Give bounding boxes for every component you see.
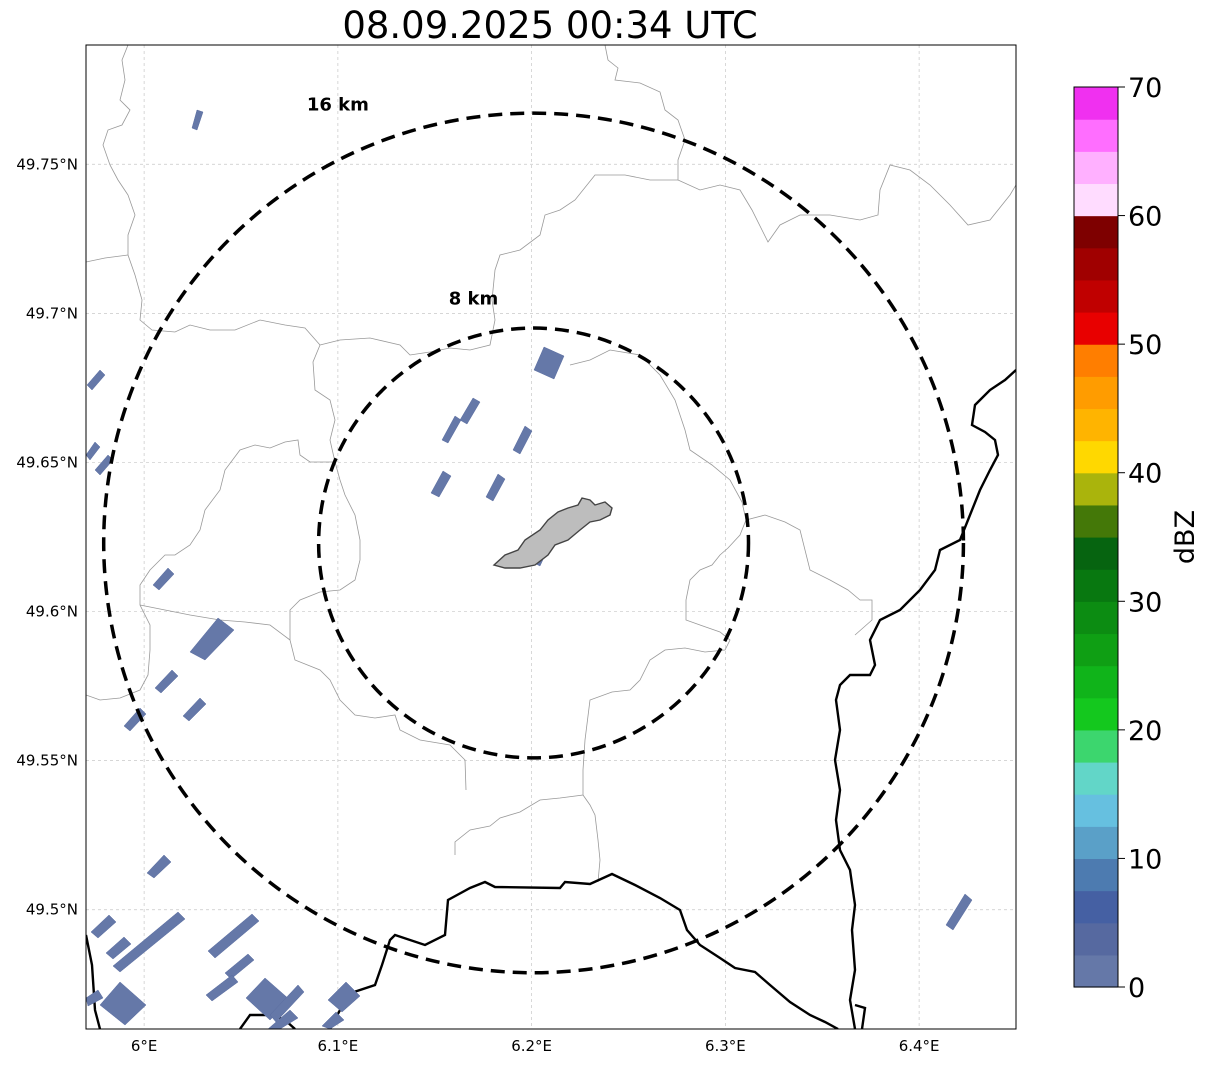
lon-tick-label: 6.4°E [899, 1037, 940, 1055]
colorbar-segment [1074, 697, 1118, 731]
colorbar-tick-label: 20 [1128, 716, 1162, 747]
colorbar-segment [1074, 344, 1118, 377]
colorbar-segment [1074, 794, 1118, 827]
commune-boundaries [86, 45, 1016, 883]
colorbar-segment [1074, 87, 1118, 120]
colorbar-tick-label: 0 [1128, 973, 1145, 1004]
colorbar-segment [1074, 183, 1118, 217]
echo-cell [105, 936, 132, 960]
colorbar-segment [1074, 472, 1118, 506]
echo-cell [182, 697, 207, 722]
echo-cell [512, 425, 533, 455]
colorbar-segment [1074, 119, 1118, 152]
lon-tick-label: 6.2°E [511, 1037, 552, 1055]
colorbar-segment [1074, 633, 1118, 667]
colorbar-segment [1074, 569, 1118, 602]
colorbar-tick-label: 10 [1128, 844, 1162, 875]
echo-cell [189, 617, 235, 661]
colorbar-tick-label: 50 [1128, 330, 1162, 361]
lat-tick-label: 49.75°N [16, 155, 78, 173]
map-title: 08.09.2025 00:34 UTC [342, 4, 757, 47]
echo-cell [269, 984, 305, 1023]
map-frame [85, 44, 1017, 1030]
colorbar-segment [1074, 826, 1118, 860]
gridlines [86, 45, 1016, 1029]
colorbar-segment [1074, 215, 1118, 249]
echo-cell [146, 854, 172, 879]
echo-cell [459, 397, 481, 425]
echo-cell [90, 914, 117, 939]
colorbar-segment [1074, 954, 1118, 988]
echo-cell [485, 473, 506, 502]
colorbar-tick-label: 40 [1128, 459, 1162, 490]
echo-cell [86, 441, 101, 461]
echo-cell [945, 893, 973, 931]
colorbar-segment [1074, 376, 1118, 410]
lon-tick-label: 6.1°E [317, 1037, 358, 1055]
longitude-tick-labels: 6°E 6.1°E 6.2°E 6.3°E 6.4°E [131, 1037, 940, 1055]
range-ring-8km [316, 326, 751, 760]
echo-cell [533, 346, 565, 380]
lat-tick-label: 49.6°N [26, 603, 78, 621]
colorbar-segment [1074, 408, 1118, 442]
colorbar-segment [1074, 504, 1118, 538]
colorbar: 0 10 20 30 40 50 60 70 [1073, 73, 1162, 1004]
colorbar-segment [1074, 537, 1118, 570]
colorbar-segment [1074, 247, 1118, 281]
echo-cell [327, 981, 361, 1013]
national-border [86, 369, 1016, 1029]
range-ring-16km [101, 111, 966, 975]
echo-cell [321, 1011, 345, 1029]
colorbar-label: dBZ [1170, 510, 1201, 564]
echo-cell [430, 470, 452, 498]
lon-tick-label: 6.3°E [705, 1037, 746, 1055]
lat-tick-label: 49.55°N [16, 752, 78, 770]
echo-cell [154, 669, 179, 694]
city-boundary [492, 497, 613, 569]
echo-cell [86, 369, 106, 391]
lat-tick-label: 49.5°N [26, 901, 78, 919]
echo-cell [267, 1009, 299, 1029]
lon-tick-label: 6°E [131, 1037, 158, 1055]
latitude-tick-labels: 49.5°N 49.55°N 49.6°N 49.65°N 49.7°N 49.75°N [16, 155, 78, 918]
range-ring-label: 8 km [449, 288, 499, 309]
lat-tick-label: 49.65°N [16, 453, 78, 471]
echo-cell [99, 981, 147, 1026]
colorbar-segment [1074, 922, 1118, 956]
range-rings: 8 km 16 km [101, 95, 966, 975]
colorbar-segment [1074, 762, 1118, 795]
colorbar-segment [1074, 665, 1118, 699]
echo-cell [86, 989, 104, 1007]
map-content: 8 km 16 km [86, 45, 1016, 1029]
colorbar-segment [1074, 312, 1118, 345]
colorbar-frame [1073, 86, 1119, 988]
colorbar-segment [1074, 858, 1118, 892]
colorbar-segment [1074, 890, 1118, 924]
colorbar-segment [1074, 440, 1118, 474]
colorbar-segment [1074, 601, 1118, 635]
echo-cell [112, 911, 186, 973]
colorbar-segment [1074, 151, 1118, 185]
echo-cell [152, 567, 175, 591]
echo-cell [207, 913, 260, 959]
range-ring-label: 16 km [307, 95, 369, 116]
echo-cell [205, 974, 239, 1002]
colorbar-segment [1074, 729, 1118, 763]
colorbar-tick-label: 60 [1128, 202, 1162, 233]
echo-cell [191, 109, 204, 131]
colorbar-tick-label: 70 [1128, 73, 1162, 104]
lat-tick-label: 49.7°N [26, 304, 78, 322]
colorbar-segment [1074, 279, 1118, 313]
colorbar-tick-label: 30 [1128, 587, 1162, 618]
